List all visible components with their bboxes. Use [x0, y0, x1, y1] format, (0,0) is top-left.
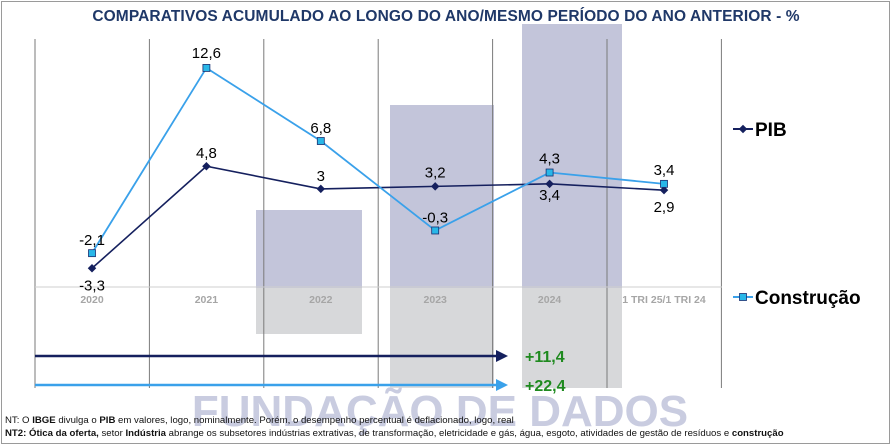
accum-arrow-head [496, 350, 508, 362]
data-point-construcao [202, 64, 211, 72]
x-tick-label: 2020 [80, 294, 104, 306]
x-tick-label: 2021 [195, 294, 219, 306]
data-point-pib [316, 184, 326, 194]
accum-value-label: +22,4 [525, 378, 566, 395]
footnote-1: NT: O IBGE divulga o PIB em valores, log… [5, 415, 514, 426]
data-label: 12,6 [192, 45, 221, 62]
data-point-pib [202, 161, 211, 171]
watermark-base-2 [390, 288, 494, 388]
x-tick-label: 1 TRI 25/1 TRI 24 [622, 294, 706, 306]
accumulated-arrows: +11,4 +22,4 [35, 349, 566, 395]
legend-marker-construcao [739, 293, 747, 301]
watermark-text: FUNDAÇÃO DE DADOS [192, 386, 688, 436]
data-point-construcao [660, 179, 668, 188]
data-labels: -3,3 4,8 3 3,2 3,4 2,9 -2,1 12,6 6,8 -0,3 4,3 3,4 [79, 45, 674, 294]
chart-title: COMPARATIVOS ACUMULADO AO LONGO DO ANO/M… [92, 8, 800, 25]
legend-label: Construção [755, 288, 861, 309]
legend: PIB Construção [733, 120, 861, 309]
data-label: 3 [317, 168, 325, 185]
grid-lines [34, 39, 722, 388]
data-point-construcao [431, 226, 440, 235]
data-point-pib [430, 182, 440, 191]
data-point-pib [87, 264, 97, 273]
x-tick-label: 2022 [309, 294, 333, 306]
footnotes: NT: O IBGE divulga o PIB em valores, log… [5, 414, 784, 440]
data-label: -2,1 [79, 232, 105, 249]
series-line-pib [91, 165, 665, 269]
data-label: 3,2 [425, 164, 446, 181]
footnote-2: NT2: Ótica da oferta, setor Indústria ab… [5, 428, 784, 439]
watermark-base-1 [256, 288, 362, 334]
data-label: -0,3 [422, 209, 448, 226]
watermark-logo: FUNDAÇÃO DE DADOS [192, 24, 688, 436]
x-tick-label: 2024 [538, 294, 562, 306]
legend-marker-pib [738, 124, 748, 134]
data-label: 4,8 [196, 145, 217, 162]
accum-value-label: +11,4 [525, 349, 565, 366]
watermark-base-3 [522, 288, 622, 388]
data-label: 3,4 [539, 187, 560, 204]
accum-arrow-head [496, 379, 508, 391]
data-label: 6,8 [310, 120, 331, 137]
data-point-construcao [545, 168, 554, 177]
x-tick-label: 2023 [424, 294, 448, 306]
data-label: -3,3 [79, 277, 105, 294]
x-axis-labels: 2020 2021 2022 2023 2024 1 TRI 25/1 TRI 24 [80, 294, 706, 306]
data-point-construcao [316, 137, 325, 145]
data-point-construcao [88, 249, 96, 258]
data-label: 4,3 [539, 151, 560, 168]
data-label: 3,4 [654, 162, 675, 179]
legend-label: PIB [755, 120, 787, 141]
series-line-construcao [91, 66, 665, 254]
data-label: 2,9 [654, 199, 675, 216]
